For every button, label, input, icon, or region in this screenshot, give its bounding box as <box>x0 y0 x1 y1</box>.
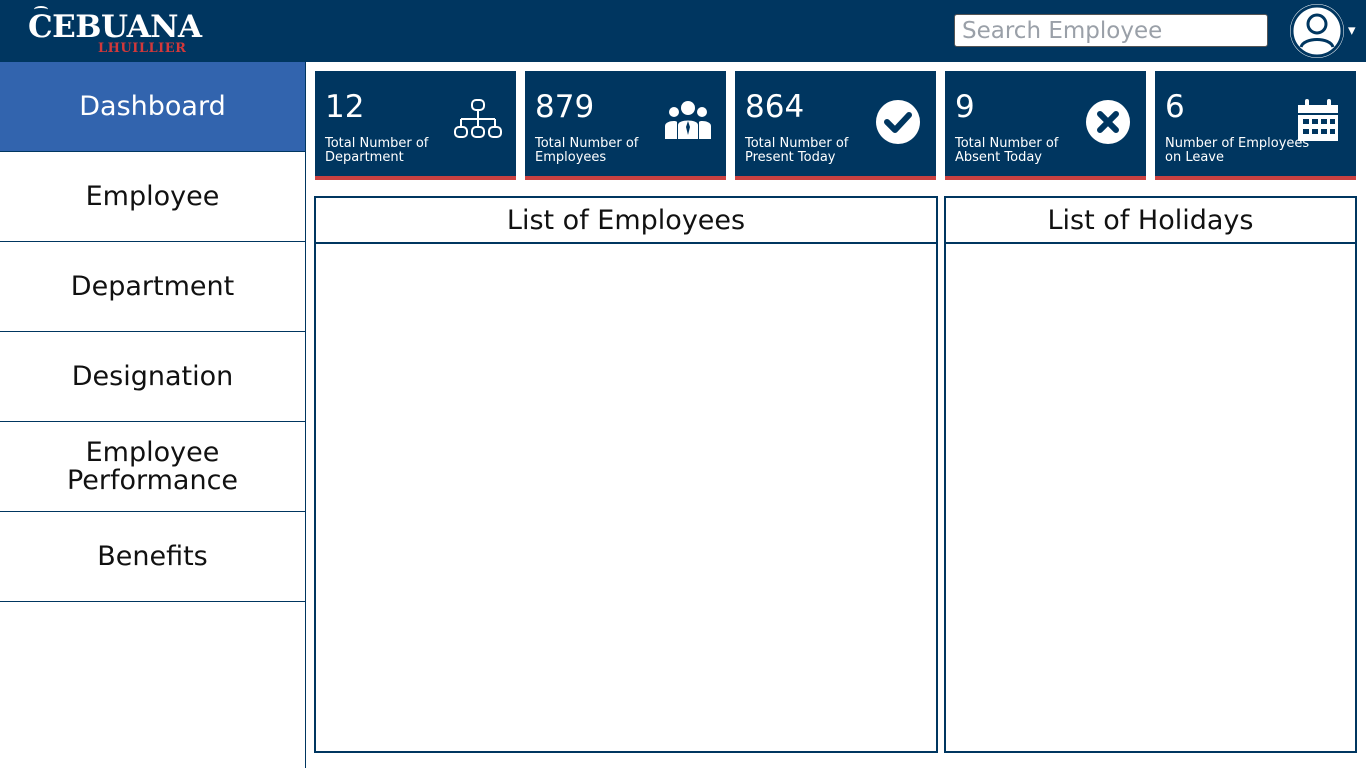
stat-value: 9 <box>955 89 975 125</box>
stat-value: 12 <box>325 89 365 125</box>
sidebar-item-designation[interactable]: Designation <box>0 332 305 422</box>
users-icon <box>665 101 711 139</box>
org-chart-icon <box>454 99 502 138</box>
stat-card-on-leave[interactable]: 6 Number of Employees on Leave <box>1155 71 1356 180</box>
sidebar-item-dashboard[interactable]: Dashboard <box>0 62 305 152</box>
sidebar-item-label: Benefits <box>97 540 208 572</box>
stat-value: 879 <box>535 89 595 125</box>
chevron-down-icon[interactable]: ▾ <box>1348 21 1356 39</box>
sidebar-item-benefits[interactable]: Benefits <box>0 512 305 602</box>
stat-card-employees[interactable]: 879 Total Number of Employees <box>525 71 726 180</box>
panel-title: List of Holidays <box>946 198 1355 244</box>
stat-label: Total Number of Employees <box>535 136 639 165</box>
user-icon <box>1290 4 1344 58</box>
x-circle-icon <box>1086 100 1130 144</box>
user-avatar[interactable] <box>1290 4 1344 58</box>
check-circle-icon <box>876 100 920 144</box>
calendar-icon <box>1298 99 1338 141</box>
logo-wordmark: CEBUANA <box>28 9 202 45</box>
holidays-panel: List of Holidays <box>944 196 1357 753</box>
stat-value: 864 <box>745 89 805 125</box>
search-input[interactable] <box>954 14 1268 47</box>
sidebar-item-department[interactable]: Department <box>0 242 305 332</box>
stat-label: Total Number of Department <box>325 136 429 165</box>
stat-label: Total Number of Absent Today <box>955 136 1059 165</box>
stat-value: 6 <box>1165 89 1185 125</box>
stat-label: Number of Employees on Leave <box>1165 136 1310 165</box>
sidebar-item-label: Department <box>70 270 235 302</box>
sidebar-item-label: Designation <box>71 360 234 392</box>
panel-title: List of Employees <box>316 198 936 244</box>
company-logo[interactable]: CEBUANA LHUILLIER <box>28 6 202 58</box>
stat-card-present[interactable]: 864 Total Number of Present Today <box>735 71 936 180</box>
logo-subtitle: LHUILLIER <box>98 41 187 56</box>
stat-label: Total Number of Present Today <box>745 136 849 165</box>
sidebar-item-employee[interactable]: Employee <box>0 152 305 242</box>
top-bar: CEBUANA LHUILLIER ▾ <box>0 0 1366 62</box>
sidebar-item-label: Dashboard <box>79 90 226 122</box>
employees-panel: List of Employees <box>314 196 938 753</box>
sidebar-item-label: Employee Performance <box>66 436 239 496</box>
sidebar: Dashboard Employee Department Designatio… <box>0 62 306 768</box>
logo-accent-mark <box>34 6 48 13</box>
stat-card-absent[interactable]: 9 Total Number of Absent Today <box>945 71 1146 180</box>
sidebar-item-employee-performance[interactable]: Employee Performance <box>0 422 305 512</box>
stat-card-departments[interactable]: 12 Total Number of Department <box>315 71 516 180</box>
sidebar-item-label: Employee <box>85 180 220 212</box>
